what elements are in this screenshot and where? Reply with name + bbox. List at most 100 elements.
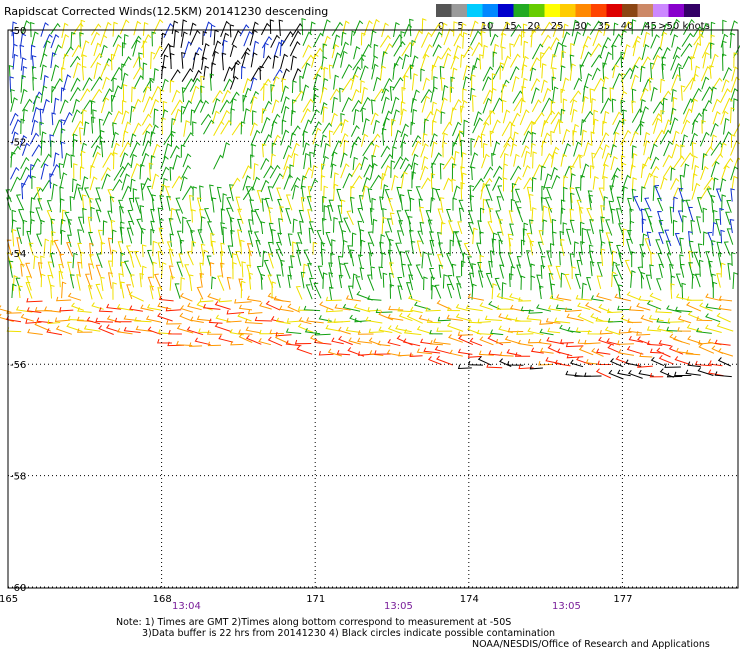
wind-barb	[235, 251, 242, 267]
wind-barb	[541, 63, 547, 79]
longitude-label: 171	[306, 594, 325, 605]
wind-barb	[139, 163, 145, 180]
wind-barb	[731, 175, 738, 190]
wind-barb	[312, 65, 325, 80]
wind-barb	[577, 302, 591, 310]
wind-barb	[102, 111, 113, 126]
wind-barb	[325, 307, 343, 313]
wind-barb	[92, 109, 97, 123]
wind-barb	[113, 151, 118, 170]
wind-barb	[409, 352, 423, 357]
wind-barb	[714, 339, 731, 346]
wind-barb	[169, 79, 175, 93]
wind-barb	[133, 75, 144, 90]
wind-barb	[220, 119, 232, 135]
wind-barb	[133, 20, 142, 36]
wind-barb	[309, 277, 314, 291]
wind-barb	[582, 110, 594, 123]
wind-barb	[192, 69, 202, 83]
wind-barb	[540, 52, 545, 68]
wind-barb	[320, 102, 328, 115]
wind-barb	[339, 87, 344, 103]
wind-barb	[361, 107, 367, 123]
wind-barb	[99, 62, 110, 80]
wind-barb	[712, 281, 718, 298]
wind-barb	[140, 152, 150, 168]
wind-barb	[699, 131, 710, 147]
wind-barb	[169, 275, 175, 291]
wind-barb	[649, 264, 654, 279]
wind-barb	[488, 21, 494, 37]
colorbar-swatch	[529, 4, 545, 17]
wind-barb	[615, 264, 623, 280]
wind-barb	[163, 143, 172, 159]
wind-barb	[21, 142, 31, 156]
wind-barb	[469, 195, 475, 211]
wind-barb	[50, 64, 60, 82]
wind-barb	[88, 197, 94, 212]
wind-barb	[141, 265, 147, 280]
wind-barb	[604, 326, 621, 336]
wind-barb	[302, 130, 308, 148]
wind-barb	[275, 331, 292, 337]
wind-barb	[162, 54, 169, 69]
wind-barb	[626, 238, 632, 256]
wind-barb	[529, 67, 537, 82]
wind-barb	[711, 98, 721, 113]
wind-barb	[101, 173, 111, 190]
wind-barb	[20, 156, 30, 169]
wind-barb	[255, 240, 261, 257]
wind-barb	[667, 318, 684, 323]
wind-barb	[363, 20, 373, 37]
wind-barb	[495, 338, 511, 344]
wind-barb	[421, 251, 428, 269]
colorbar-swatch	[482, 4, 499, 17]
wind-barb	[686, 296, 704, 301]
wind-barb	[111, 110, 123, 126]
wind-barb	[518, 297, 532, 302]
wind-barb	[562, 23, 569, 38]
wind-barb	[430, 23, 442, 38]
wind-barb	[147, 326, 161, 335]
wind-barb	[250, 76, 258, 90]
wind-barb	[220, 250, 225, 268]
wind-barb	[447, 306, 461, 312]
wind-barb	[620, 315, 634, 324]
wind-barb	[709, 65, 714, 79]
wind-barb	[77, 216, 85, 233]
wind-barb	[632, 35, 642, 49]
wind-barb	[639, 352, 653, 358]
wind-barb	[66, 241, 74, 257]
wind-barb	[701, 152, 708, 171]
wind-barb	[302, 142, 310, 156]
latitude-label: -50	[10, 26, 26, 37]
wind-barb	[151, 194, 157, 212]
wind-barb	[15, 194, 25, 211]
wind-barb	[135, 325, 152, 332]
wind-barb	[325, 296, 342, 302]
wind-barb	[10, 176, 21, 193]
wind-barb	[399, 251, 405, 267]
wind-barb	[680, 152, 693, 168]
wind-barb	[443, 52, 452, 69]
wind-barb	[270, 120, 278, 137]
wind-barb	[561, 128, 571, 145]
wind-barb	[543, 173, 552, 190]
wind-barb	[249, 199, 254, 213]
wind-barb	[271, 142, 277, 157]
wind-barb	[271, 229, 276, 245]
colorbar-swatch	[513, 4, 530, 17]
wind-barb	[20, 118, 25, 135]
wind-barb	[513, 97, 525, 112]
wind-barb	[607, 318, 623, 323]
wind-barb	[472, 117, 483, 134]
wind-barb	[240, 280, 246, 299]
wind-barb	[100, 241, 106, 255]
wind-barb	[419, 206, 424, 224]
wind-barb	[12, 275, 19, 291]
wind-barb	[61, 22, 69, 38]
wind-barb	[339, 41, 349, 58]
wind-barb	[332, 121, 345, 136]
wind-barb	[207, 293, 221, 302]
wind-barb	[611, 98, 617, 113]
